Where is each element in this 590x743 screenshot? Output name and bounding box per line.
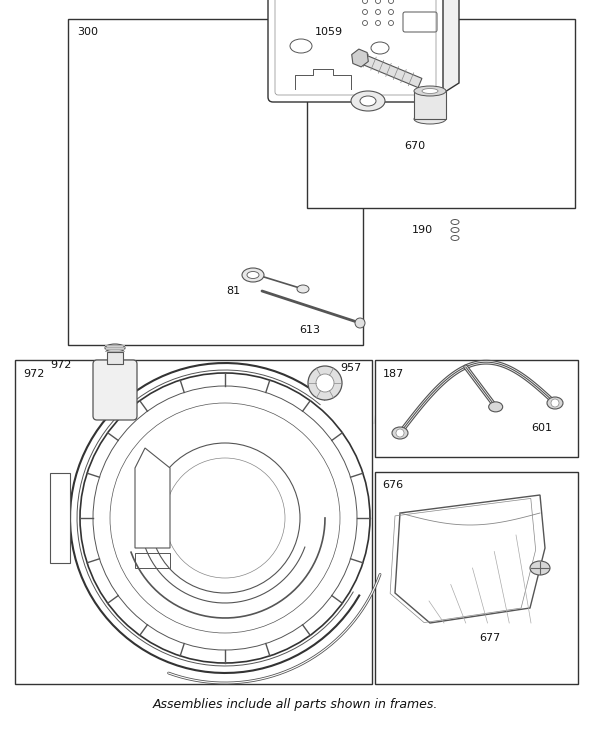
Text: 1059: 1059 [314, 27, 343, 36]
Circle shape [355, 318, 365, 328]
Circle shape [316, 374, 334, 392]
Bar [107, 352, 123, 364]
Ellipse shape [547, 397, 563, 409]
Bar [307, 19, 575, 208]
Bar [105, 348, 125, 350]
Circle shape [308, 366, 342, 400]
Polygon shape [358, 53, 422, 88]
Ellipse shape [392, 427, 408, 439]
Text: 972: 972 [50, 360, 71, 370]
Ellipse shape [414, 114, 446, 124]
Bar [375, 472, 578, 684]
Bar [105, 351, 125, 352]
Circle shape [80, 373, 370, 663]
Ellipse shape [530, 561, 550, 575]
Ellipse shape [422, 88, 438, 94]
Ellipse shape [247, 271, 259, 279]
Ellipse shape [489, 402, 503, 412]
Text: 676: 676 [382, 480, 404, 490]
Polygon shape [395, 495, 545, 623]
Bar [68, 19, 363, 345]
Circle shape [150, 443, 300, 593]
Ellipse shape [351, 91, 385, 111]
Bar [414, 91, 446, 119]
Text: 613: 613 [300, 325, 320, 335]
Text: 187: 187 [382, 369, 404, 378]
FancyBboxPatch shape [93, 360, 137, 420]
Ellipse shape [105, 344, 125, 352]
Text: 300: 300 [77, 27, 98, 36]
Text: 972: 972 [24, 369, 45, 378]
FancyBboxPatch shape [403, 12, 437, 32]
Text: 190: 190 [412, 225, 433, 235]
Text: eReplacementParts.com: eReplacementParts.com [202, 412, 388, 427]
Polygon shape [352, 49, 368, 67]
Polygon shape [50, 473, 70, 563]
Text: 670: 670 [404, 141, 425, 151]
Circle shape [551, 399, 559, 407]
Text: Assemblies include all parts shown in frames.: Assemblies include all parts shown in fr… [152, 698, 438, 711]
Bar [105, 345, 125, 346]
Bar [375, 360, 578, 457]
Circle shape [396, 429, 404, 437]
Text: 677: 677 [479, 633, 501, 643]
Polygon shape [437, 0, 459, 97]
Ellipse shape [242, 268, 264, 282]
Text: 957: 957 [340, 363, 361, 373]
Bar [105, 346, 125, 348]
Polygon shape [135, 448, 170, 548]
FancyBboxPatch shape [268, 0, 443, 102]
Text: 81: 81 [226, 286, 240, 296]
Ellipse shape [414, 86, 446, 96]
Bar [15, 360, 372, 684]
Text: 601: 601 [531, 423, 552, 433]
Ellipse shape [297, 285, 309, 293]
Ellipse shape [360, 96, 376, 106]
